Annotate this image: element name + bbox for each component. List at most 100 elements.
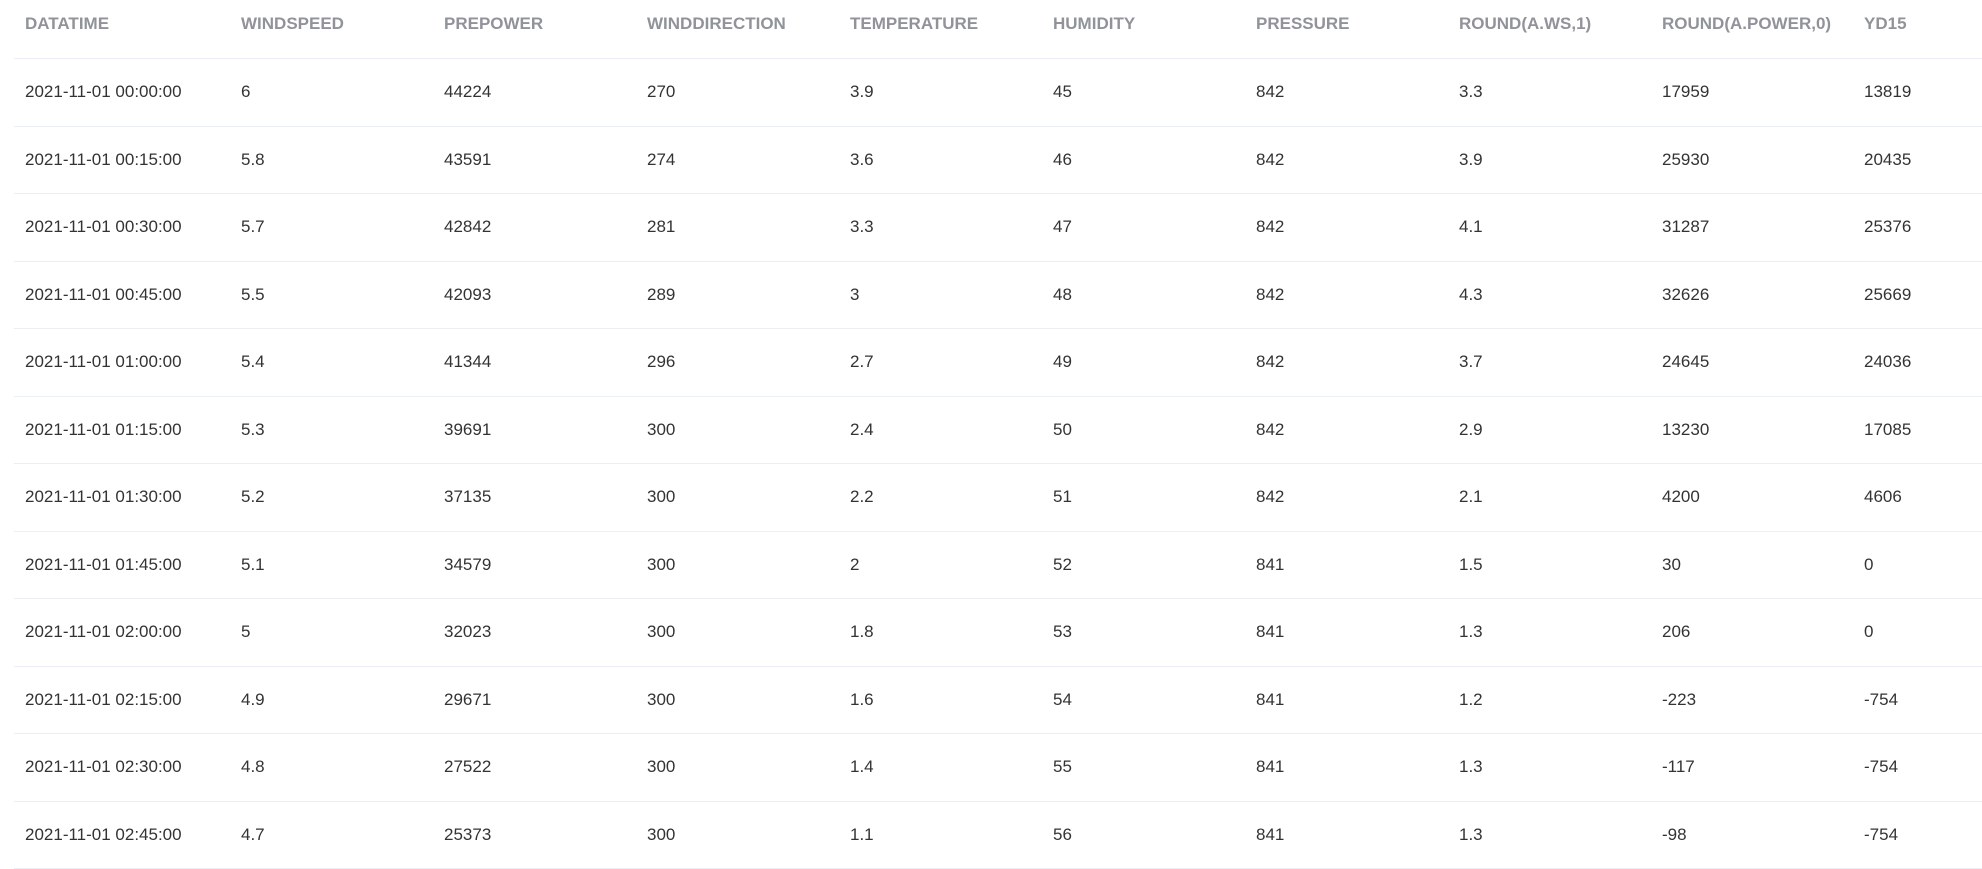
table-cell: 17959 [1662,82,1710,102]
column-header[interactable]: ROUND(A.POWER,0) [1662,14,1832,33]
column-header[interactable]: WINDDIRECTION [647,14,786,33]
table-cell: 1.1 [850,824,874,844]
column-header[interactable]: HUMIDITY [1053,14,1136,33]
table-cell: 2021-11-01 00:00:00 [25,82,182,102]
table-cell: 2.9 [1459,419,1483,439]
table-cell: 54 [1053,689,1072,709]
table-cell: 842 [1256,82,1285,102]
table-cell: 2.2 [850,487,874,507]
table-cell: 296 [647,352,676,372]
table-cell: 842 [1256,487,1285,507]
table-row[interactable]: 2021-11-01 02:45:00 4.7 25373 300 1.1 56 841 1.… [14,802,1982,869]
table-cell: 30 [1662,554,1681,574]
column-header[interactable]: WINDSPEED [241,14,344,33]
table-cell: 300 [647,487,676,507]
table-cell: 300 [647,419,676,439]
table-row[interactable]: 2021-11-01 00:45:00 5.5 42093 289 3 48 842 4.3 3… [14,262,1982,329]
table-cell: 53 [1053,622,1072,642]
table-cell: 42093 [444,284,492,304]
column-header[interactable]: ROUND(A.WS,1) [1459,14,1592,33]
table-cell: 25373 [444,824,492,844]
table-cell: 2.1 [1459,487,1483,507]
table-cell: -117 [1662,757,1695,777]
table-cell: 2021-11-01 00:15:00 [25,149,182,169]
table-row[interactable]: 2021-11-01 01:45:00 5.1 34579 300 2 52 841 1.5 3… [14,532,1982,599]
table-cell: 2021-11-01 01:15:00 [25,419,182,439]
table-cell: 3.9 [850,82,874,102]
table-cell: 6 [241,82,251,102]
table-cell: 1.3 [1459,757,1483,777]
table-cell: 300 [647,554,676,574]
table-cell: 1.4 [850,757,874,777]
table-cell: 3.3 [850,217,874,237]
table-row[interactable]: 2021-11-01 01:00:00 5.4 41344 296 2.7 49 842 3.… [14,329,1982,397]
table-row[interactable]: 2021-11-01 00:15:00 5.8 43591 274 3.6 46 842 3.… [14,127,1982,194]
table-header-row: DATATIME WINDSPEED PREPOWER WINDDIRECTION TE… [14,0,1982,59]
table-row[interactable]: 2021-11-01 00:30:00 5.7 42842 281 3.3 47 842 4.… [14,194,1982,262]
table-cell: 3.9 [1459,149,1483,169]
table-cell: -754 [1864,824,1899,844]
table-cell: 46 [1053,149,1072,169]
table-cell: 32626 [1662,284,1710,304]
table-cell: 4.8 [241,757,265,777]
table-cell: -754 [1864,757,1899,777]
table-cell: 44224 [444,82,492,102]
table-cell: 3.3 [1459,82,1483,102]
table-cell: 3.7 [1459,352,1483,372]
table-cell: 47 [1053,217,1072,237]
table-cell: 2021-11-01 01:30:00 [25,487,182,507]
table-cell: 41344 [444,352,492,372]
column-header[interactable]: TEMPERATURE [850,14,979,33]
table-cell: 4.9 [241,689,265,709]
table-cell: 1.2 [1459,689,1483,709]
table-row[interactable]: 2021-11-01 01:15:00 5.3 39691 300 2.4 50 842 2.… [14,397,1982,464]
table-cell: 55 [1053,757,1072,777]
table-row[interactable]: 2021-11-01 02:15:00 4.9 29671 300 1.6 54 841 1.… [14,667,1982,734]
data-table: DATATIME WINDSPEED PREPOWER WINDDIRECTION TE… [14,0,1982,869]
table-cell: 24036 [1864,352,1912,372]
table-cell: 2021-11-01 01:45:00 [25,554,182,574]
table-cell: 2021-11-01 02:45:00 [25,824,182,844]
table-cell: 4.1 [1459,217,1483,237]
table-cell: 2021-11-01 02:00:00 [25,622,182,642]
table-cell: -223 [1662,689,1697,709]
table-cell: 3.6 [850,149,874,169]
table-cell: 0 [1864,554,1874,574]
table-cell: 49 [1053,352,1072,372]
table-cell: 4200 [1662,487,1700,507]
table-cell: 2021-11-01 00:30:00 [25,217,182,237]
table-cell: 300 [647,689,676,709]
table-cell: 300 [647,824,676,844]
table-cell: 841 [1256,622,1285,642]
table-row[interactable]: 2021-11-01 00:00:00 6 44224 270 3.9 45 842 3.3 1… [14,59,1982,127]
table-cell: -754 [1864,689,1899,709]
table-cell: 1.6 [850,689,874,709]
table-cell: 48 [1053,284,1072,304]
table-cell: 2021-11-01 02:15:00 [25,689,182,709]
table-cell: 5.1 [241,554,265,574]
table-cell: 842 [1256,284,1285,304]
table-cell: 42842 [444,217,492,237]
table-cell: 5 [241,622,251,642]
table-cell: -98 [1662,824,1687,844]
column-header[interactable]: YD15 [1864,14,1907,33]
table-cell: 842 [1256,352,1285,372]
table-row[interactable]: 2021-11-01 02:30:00 4.8 27522 300 1.4 55 841 1.… [14,734,1982,802]
table-cell: 2021-11-01 01:00:00 [25,352,182,372]
table-cell: 39691 [444,419,492,439]
column-header[interactable]: PREPOWER [444,14,544,33]
column-header[interactable]: PRESSURE [1256,14,1350,33]
table-row[interactable]: 2021-11-01 01:30:00 5.2 37135 300 2.2 51 842 2.… [14,464,1982,532]
table-row[interactable]: 2021-11-01 02:00:00 5 32023 300 1.8 53 841 1.3 2… [14,599,1982,667]
table-cell: 2021-11-01 00:45:00 [25,284,182,304]
table-cell: 34579 [444,554,492,574]
table-body: 2021-11-01 00:00:00 6 44224 270 3.9 45 842 3.3 1… [14,59,1982,869]
table-cell: 1.3 [1459,824,1483,844]
table-cell: 31287 [1662,217,1710,237]
table-cell: 25930 [1662,149,1710,169]
table-cell: 841 [1256,689,1285,709]
column-header[interactable]: DATATIME [25,14,110,33]
table-cell: 206 [1662,622,1691,642]
table-cell: 300 [647,622,676,642]
table-cell: 13819 [1864,82,1912,102]
